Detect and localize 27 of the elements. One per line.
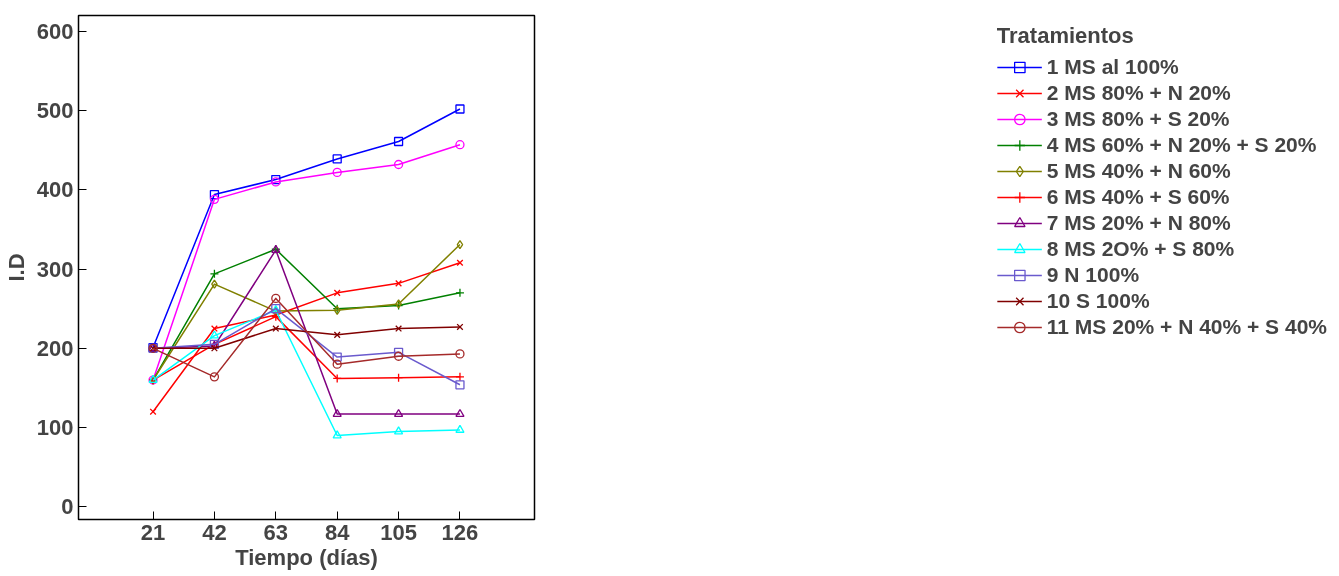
y-tick-label: 600 xyxy=(36,18,74,44)
y-tick-label: 500 xyxy=(36,98,74,124)
y-axis-title: I.D xyxy=(3,253,29,282)
legend-label: 4 MS 60% + N 20% + S 20% xyxy=(1046,132,1317,158)
legend-title: Tratamientos xyxy=(996,23,1135,49)
legend-label: 6 MS 40% + S 60% xyxy=(1046,184,1230,210)
x-tick-label: 126 xyxy=(441,519,479,545)
y-tick-label: 100 xyxy=(36,415,74,441)
legend-label: 9 N 100% xyxy=(1046,262,1140,288)
y-tick-label: 200 xyxy=(36,335,74,361)
legend-label: 5 MS 40% + N 60% xyxy=(1046,158,1231,184)
legend-label: 7 MS 20% + N 80% xyxy=(1046,210,1231,236)
x-tick-label: 105 xyxy=(380,519,417,545)
x-tick-label: 84 xyxy=(324,519,351,545)
legend-label: 11 MS 20% + N 40% + S 40% xyxy=(1046,314,1327,340)
legend-label: 2 MS 80% + N 20% xyxy=(1046,80,1231,106)
x-tick-label: 21 xyxy=(140,519,166,545)
y-tick-label: 400 xyxy=(36,177,74,203)
x-tick-label: 42 xyxy=(202,519,227,545)
legend-label: 1 MS al 100% xyxy=(1046,54,1179,80)
x-tick-label: 63 xyxy=(263,519,289,545)
y-tick-label: 0 xyxy=(61,494,74,520)
legend-label: 8 MS 2O% + S 80% xyxy=(1046,236,1235,262)
legend-label: 3 MS 80% + S 20% xyxy=(1046,106,1230,132)
y-tick-label: 300 xyxy=(36,256,74,282)
x-axis-title: Tiempo (días) xyxy=(235,544,378,570)
legend-label: 10 S 100% xyxy=(1046,288,1150,314)
